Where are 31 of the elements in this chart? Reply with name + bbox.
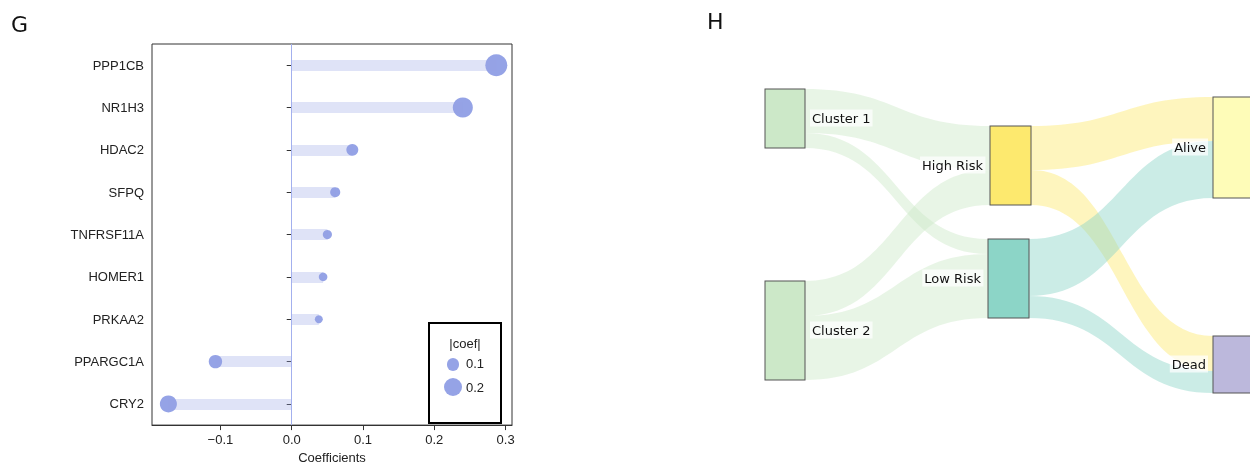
- point: [330, 187, 341, 198]
- y-tick-label: CRY2: [109, 396, 144, 412]
- chart-title: G: [11, 11, 29, 37]
- y-tick-label: PPP1CB: [92, 57, 144, 73]
- y-tick-label: PRKAA2: [92, 311, 144, 327]
- x-tick-label: 0.1: [353, 432, 373, 448]
- size-legend: |coef| 0.1 0.2: [428, 322, 502, 424]
- category-label: Cluster 2: [812, 322, 871, 338]
- category-label: Cluster 1: [812, 110, 871, 126]
- y-tick-label: PPARGC1A: [74, 354, 145, 370]
- x-tick-label: 0.2: [425, 432, 444, 448]
- y-tick-label: NR1H3: [101, 100, 144, 116]
- category-label: Dead: [1171, 356, 1206, 372]
- category-label: Alive: [1174, 139, 1206, 155]
- point: [208, 354, 223, 369]
- point: [322, 229, 332, 240]
- legend-label: 0.2: [466, 379, 485, 395]
- y-tick-label: TNFRSF11A: [70, 227, 145, 243]
- y-tick-label: HDAC2: [99, 142, 144, 158]
- point: [346, 143, 359, 156]
- text: H: [707, 9, 724, 34]
- y-tick-label: SFPQ: [108, 184, 144, 200]
- x-axis-title: Coefficients: [298, 450, 367, 465]
- x-tick-label: 0.3: [496, 432, 515, 448]
- x-tick-label: 0.0: [282, 432, 301, 448]
- x-tick-label: −0.1: [207, 432, 234, 448]
- y-tick-label: HOMER1: [88, 269, 144, 285]
- category-label: Low Risk: [924, 270, 982, 286]
- category-label: High Risk: [922, 157, 984, 173]
- legend-title: |coef|: [448, 336, 482, 351]
- legend-label: 0.1: [466, 355, 485, 371]
